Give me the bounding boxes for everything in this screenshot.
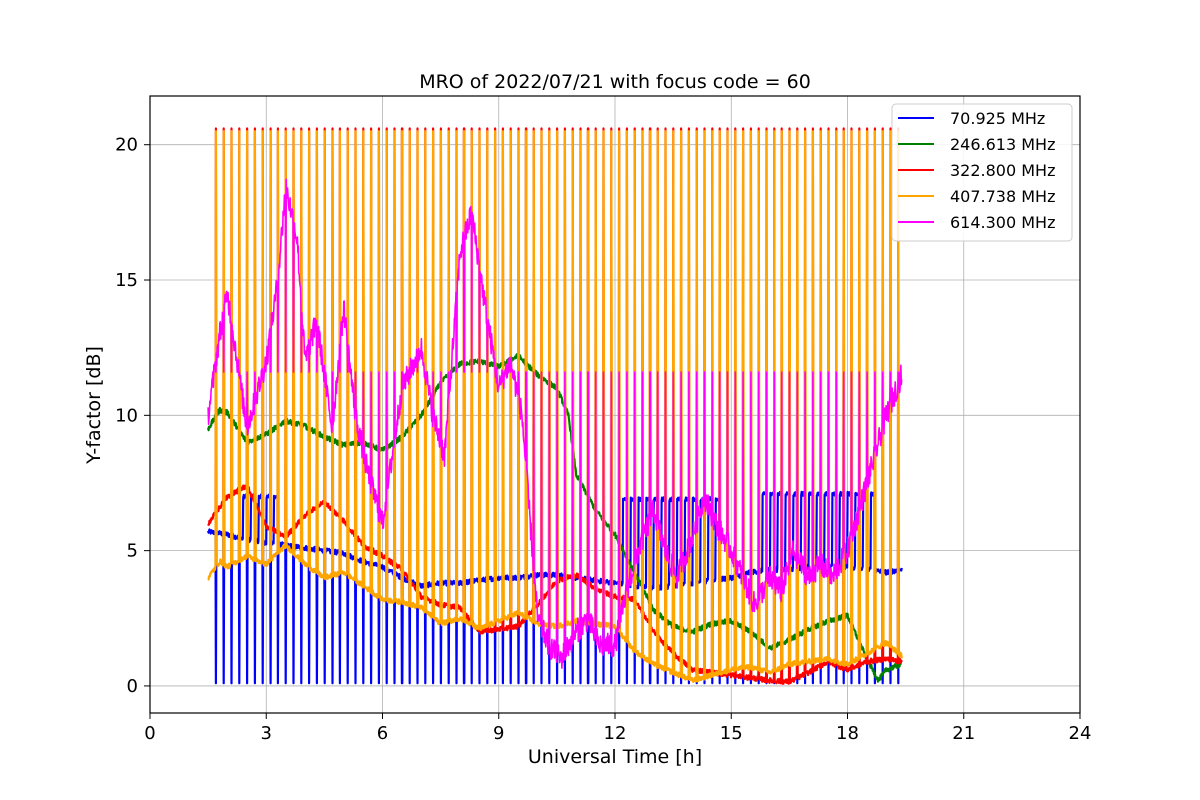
y-tick-label: 10 — [115, 405, 138, 426]
series-path — [207, 178, 903, 669]
y-tick-label: 15 — [115, 270, 138, 291]
x-tick-label: 15 — [720, 723, 743, 744]
series-line — [207, 178, 903, 669]
x-axis-label: Universal Time [h] — [528, 746, 702, 768]
x-tick-label: 18 — [836, 723, 859, 744]
legend-frame — [891, 103, 1073, 242]
legend-label: 70.925 MHz — [950, 109, 1045, 128]
legend-label: 322.800 MHz — [950, 161, 1055, 180]
legend-label: 246.613 MHz — [950, 135, 1055, 154]
x-tick-label: 6 — [377, 723, 388, 744]
x-tick-label: 24 — [1069, 723, 1092, 744]
y-tick-label: 5 — [127, 541, 138, 562]
x-tick-label: 21 — [952, 723, 975, 744]
series-line — [207, 130, 903, 684]
x-tick-label: 3 — [261, 723, 272, 744]
x-axis: 0 3 6 9 12 15 18 21 24 — [144, 713, 1091, 744]
y-axis-label: Y-factor [dB] — [83, 346, 105, 465]
legend-label: 407.738 MHz — [950, 187, 1055, 206]
x-tick-label: 12 — [604, 723, 627, 744]
chart-title: MRO of 2022/07/21 with focus code = 60 — [419, 71, 811, 93]
y-axis: 0 5 10 15 20 — [115, 135, 150, 697]
x-tick-label: 0 — [144, 723, 155, 744]
legend: 70.925 MHz 246.613 MHz 322.800 MHz 407.738 … — [891, 103, 1073, 242]
legend-label: 614.300 MHz — [950, 213, 1055, 232]
series-path — [207, 130, 903, 684]
y-tick-label: 20 — [115, 135, 138, 156]
x-tick-label: 9 — [493, 723, 504, 744]
y-tick-label: 0 — [127, 676, 138, 697]
series-layer — [207, 127, 903, 685]
